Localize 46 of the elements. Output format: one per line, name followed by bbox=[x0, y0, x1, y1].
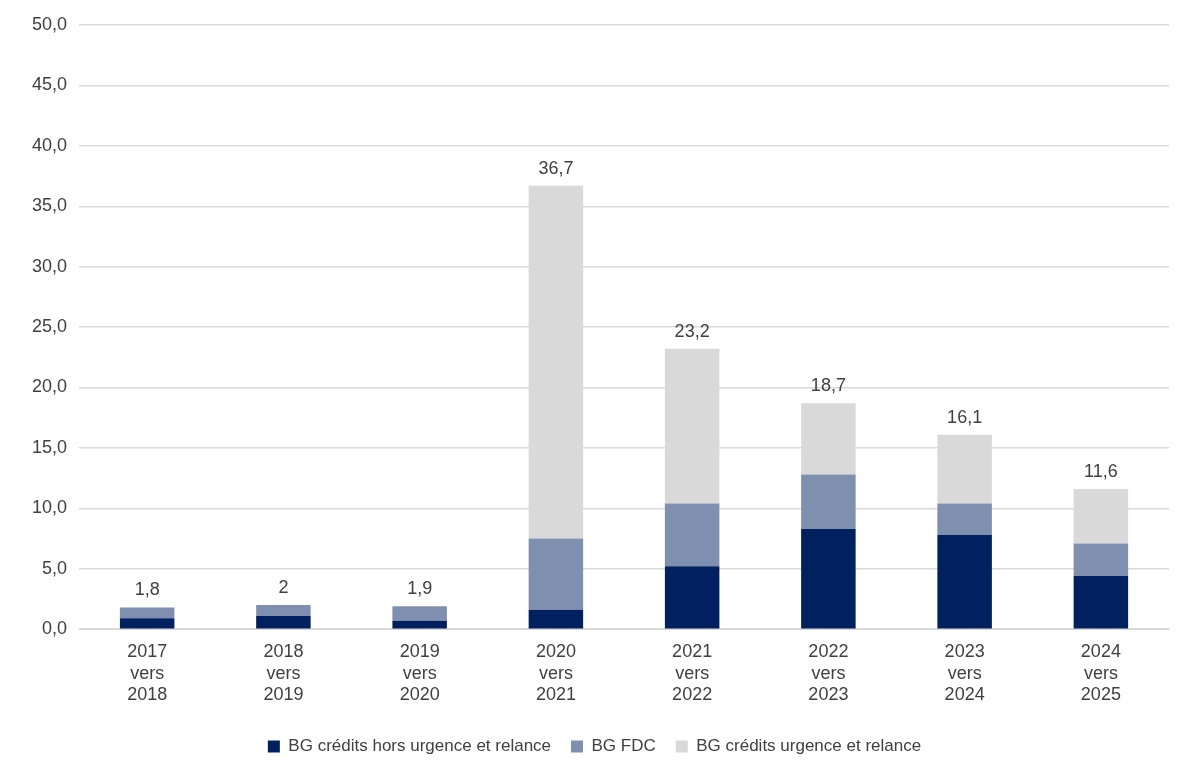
y-tick-label: 15,0 bbox=[31, 436, 68, 457]
bar bbox=[1073, 576, 1129, 629]
total-label: 18,7 bbox=[810, 375, 846, 396]
legend-label: BG FDC bbox=[591, 736, 656, 756]
bar bbox=[256, 605, 311, 616]
x-tick-label: 2020 vers 2021 bbox=[535, 640, 576, 705]
x-tick-label: 2024 vers 2025 bbox=[1080, 640, 1121, 705]
y-tick-label: 20,0 bbox=[31, 376, 68, 397]
y-tick-label: 40,0 bbox=[31, 134, 68, 155]
total-label: 16,1 bbox=[947, 406, 983, 427]
x-tick-label: 2018 vers 2019 bbox=[263, 640, 304, 705]
bar bbox=[119, 618, 175, 629]
y-tick-label: 30,0 bbox=[31, 255, 68, 276]
bar bbox=[801, 528, 856, 629]
y-tick-label: 0,0 bbox=[42, 618, 68, 639]
total-label: 36,7 bbox=[538, 157, 574, 178]
bar bbox=[937, 503, 992, 535]
bar bbox=[801, 474, 856, 529]
y-tick-label: 25,0 bbox=[31, 316, 68, 337]
bar bbox=[392, 606, 447, 621]
bar bbox=[119, 607, 175, 619]
y-tick-label: 10,0 bbox=[31, 497, 68, 518]
total-label: 23,2 bbox=[674, 320, 710, 341]
bar bbox=[528, 609, 584, 629]
bar bbox=[256, 615, 311, 629]
y-tick-label: 45,0 bbox=[31, 74, 68, 95]
total-label: 1,8 bbox=[134, 579, 160, 600]
x-tick-label: 2022 vers 2023 bbox=[808, 640, 849, 705]
x-tick-label: 2023 vers 2024 bbox=[944, 640, 985, 705]
y-tick-label: 50,0 bbox=[31, 13, 68, 34]
legend-label: BG crédits urgence et relance bbox=[696, 736, 922, 756]
x-tick-label: 2019 vers 2020 bbox=[399, 640, 440, 705]
y-tick-label: 5,0 bbox=[42, 557, 68, 578]
bar bbox=[937, 534, 992, 629]
bar bbox=[528, 538, 584, 610]
total-label: 2 bbox=[278, 577, 289, 597]
x-tick-label: 2017 vers 2018 bbox=[127, 640, 168, 705]
legend-label: BG crédits hors urgence et relance bbox=[288, 736, 552, 756]
bar bbox=[664, 566, 720, 629]
bar bbox=[664, 503, 720, 567]
x-tick-label: 2021 vers 2022 bbox=[672, 640, 713, 705]
bar bbox=[1073, 543, 1129, 577]
total-label: 1,9 bbox=[407, 578, 433, 599]
y-tick-label: 35,0 bbox=[31, 195, 68, 216]
bar bbox=[392, 620, 447, 629]
total-label: 11,6 bbox=[1084, 460, 1118, 481]
